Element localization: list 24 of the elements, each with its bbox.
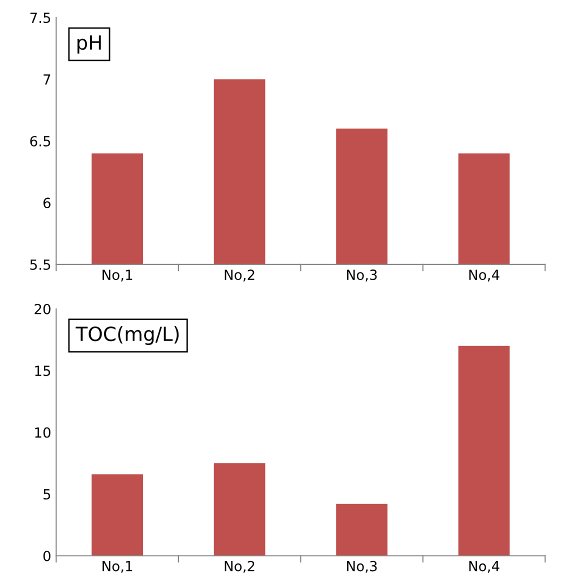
bar [92, 474, 143, 556]
x-tick-label: No,3 [347, 560, 377, 573]
y-tick-label: 20 [34, 304, 50, 314]
y-tick-label: 15 [35, 366, 50, 376]
x-tick-label: No,1 [102, 270, 132, 282]
x-tick-label: No,4 [469, 561, 500, 573]
x-tick-label: No,1 [102, 561, 132, 573]
bar [214, 463, 266, 556]
y-tick-label: 7.5 [30, 12, 50, 24]
y-tick-label: 0 [43, 550, 50, 562]
text: TOC(mg/L) [76, 326, 179, 345]
y-tick-label: 10 [35, 427, 50, 438]
y-tick-label: 5.5 [30, 260, 50, 270]
y-tick-label: 5 [44, 489, 50, 500]
x-tick-label: No,2 [224, 560, 254, 573]
text: pH [78, 35, 101, 54]
bar [458, 346, 510, 556]
x-tick-label: No,2 [224, 270, 254, 282]
y-tick-label: 7 [44, 74, 50, 85]
bar [336, 504, 388, 556]
x-tick-label: No,3 [347, 270, 377, 282]
y-tick-label: 6 [43, 198, 50, 208]
y-tick-label: 6.5 [30, 136, 50, 146]
x-tick-label: No,4 [469, 270, 500, 282]
